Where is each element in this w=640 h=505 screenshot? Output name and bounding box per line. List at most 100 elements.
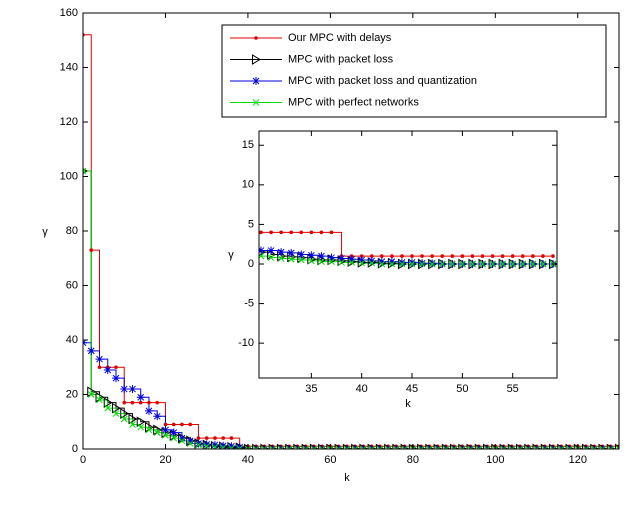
marker <box>178 437 186 445</box>
marker <box>309 230 314 235</box>
marker <box>508 445 516 449</box>
marker <box>615 445 619 449</box>
marker <box>574 445 582 449</box>
x-tick-label: 80 <box>407 454 419 466</box>
marker <box>467 445 474 449</box>
legend-label: Our MPC with delays <box>288 32 392 44</box>
marker <box>188 422 192 427</box>
legend-marker <box>254 36 258 40</box>
series-line <box>83 170 619 449</box>
marker <box>418 260 426 268</box>
marker <box>144 406 153 415</box>
marker <box>195 441 202 449</box>
marker <box>557 445 565 449</box>
marker <box>169 428 178 437</box>
marker <box>489 260 496 268</box>
marker <box>448 260 456 268</box>
marker <box>367 256 376 265</box>
marker <box>104 404 112 412</box>
marker <box>428 259 437 268</box>
marker <box>491 445 499 449</box>
marker <box>480 254 485 258</box>
marker <box>380 254 384 258</box>
x-tick-label: 60 <box>324 454 336 466</box>
marker <box>261 445 268 449</box>
marker <box>229 436 234 440</box>
marker <box>450 445 458 449</box>
marker <box>129 421 136 428</box>
marker <box>368 445 375 449</box>
legend-marker <box>252 54 261 65</box>
legend-marker <box>252 99 260 106</box>
marker <box>210 440 219 449</box>
marker <box>254 36 258 40</box>
marker <box>310 445 318 449</box>
marker <box>397 258 406 267</box>
marker <box>335 445 342 449</box>
marker <box>551 254 555 258</box>
marker <box>329 230 334 235</box>
marker <box>89 248 94 252</box>
marker <box>235 443 244 449</box>
y-tick-label: 0 <box>72 443 78 455</box>
x-tick-label: 40 <box>356 383 368 395</box>
marker <box>163 422 168 427</box>
x-axis-label: k <box>344 472 350 484</box>
marker <box>376 445 384 449</box>
y-tick-label: 40 <box>66 334 78 346</box>
series-line <box>83 342 619 449</box>
marker <box>83 167 87 175</box>
marker <box>533 445 540 449</box>
marker <box>96 396 103 404</box>
marker <box>171 422 176 427</box>
marker <box>337 254 346 263</box>
marker <box>469 260 476 268</box>
marker <box>120 408 130 419</box>
marker <box>318 258 325 265</box>
marker <box>410 254 414 258</box>
marker <box>387 257 396 266</box>
marker <box>252 77 260 85</box>
marker <box>500 445 507 449</box>
marker <box>137 423 145 431</box>
marker <box>252 54 261 65</box>
y-tick-label: -5 <box>244 297 254 309</box>
marker <box>539 260 547 268</box>
marker <box>297 256 305 264</box>
marker <box>408 258 417 267</box>
x-tick-label: 100 <box>486 454 504 466</box>
marker <box>130 400 135 405</box>
marker <box>162 432 169 439</box>
y-tick-label: 160 <box>60 7 78 19</box>
marker <box>269 445 277 449</box>
marker <box>285 445 293 449</box>
marker <box>409 445 417 449</box>
marker <box>318 445 326 449</box>
x-tick-label: 50 <box>456 383 468 395</box>
marker <box>319 230 324 235</box>
marker <box>351 445 359 449</box>
marker <box>420 254 424 258</box>
marker <box>122 400 127 405</box>
marker <box>343 445 351 449</box>
legend-label: MPC with packet loss <box>288 53 394 65</box>
marker <box>475 445 483 449</box>
marker <box>390 254 394 258</box>
marker <box>213 436 217 440</box>
marker <box>388 260 396 268</box>
x-tick-label: 45 <box>406 383 418 395</box>
marker <box>279 230 283 235</box>
marker <box>338 259 345 266</box>
marker <box>360 445 367 449</box>
marker <box>327 445 334 449</box>
marker <box>259 230 263 235</box>
marker <box>524 445 532 449</box>
marker <box>202 440 211 449</box>
marker <box>287 255 295 263</box>
marker <box>155 400 160 405</box>
marker <box>177 434 186 443</box>
marker <box>138 400 143 405</box>
x-tick-label: 20 <box>159 454 171 466</box>
marker <box>599 445 606 449</box>
marker <box>470 254 475 258</box>
